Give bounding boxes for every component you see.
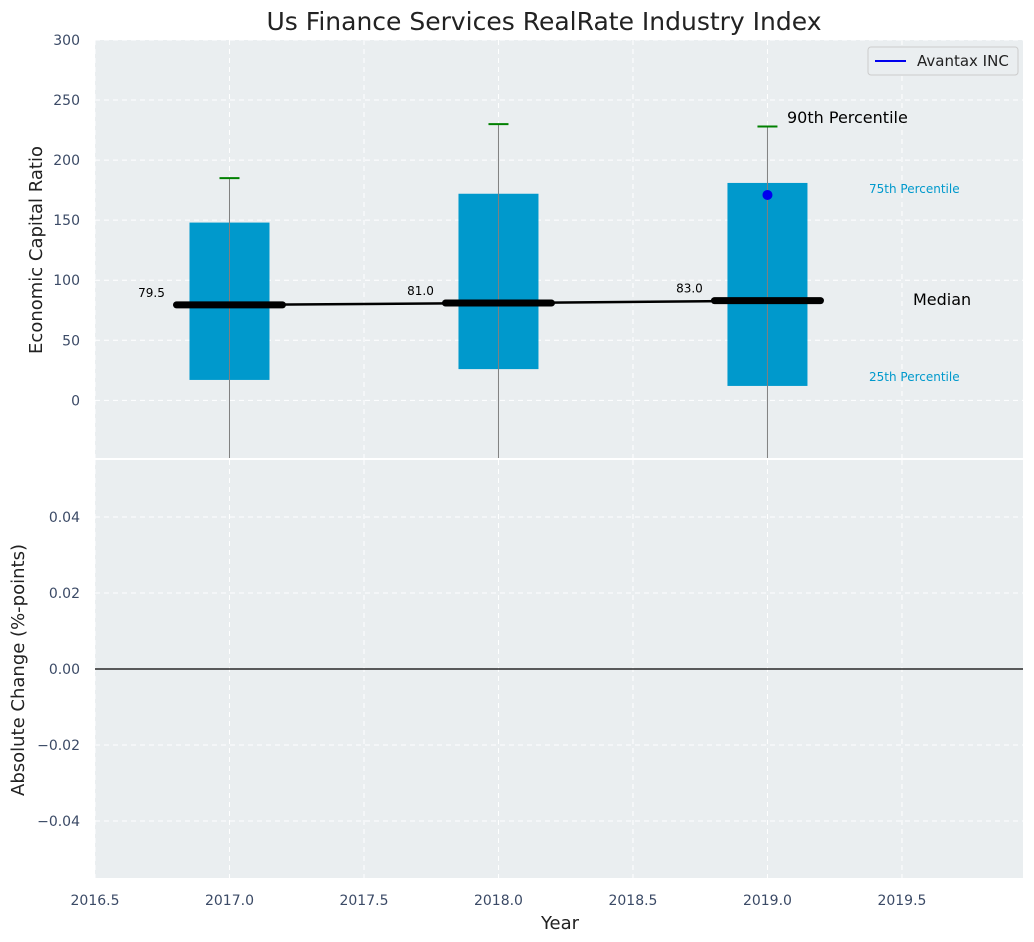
x-tick-label: 2017.0 xyxy=(205,893,254,909)
p90-annotation: 90th Percentile xyxy=(787,108,908,127)
bottom-y-tick-label: −0.02 xyxy=(37,738,80,754)
legend-box xyxy=(867,46,1019,76)
top-y-tick-label: 250 xyxy=(53,93,80,109)
top-y-tick-labels: 0 50 100 150 200 250 300 xyxy=(53,33,80,409)
median-annotation: Median xyxy=(913,290,971,309)
p25-annotation: 25th Percentile xyxy=(869,370,960,384)
bottom-y-axis-label: Absolute Change (%-points) xyxy=(8,544,29,796)
p75-annotation: 75th Percentile xyxy=(869,182,960,196)
legend-entry-company: Avantax INC xyxy=(917,52,1009,70)
x-tick-labels: 2016.5 2017.0 2017.5 2018.0 2018.5 2019.0 2019… xyxy=(71,893,927,909)
top-y-tick-label: 300 xyxy=(53,33,80,49)
top-y-tick-label: 150 xyxy=(53,213,80,229)
bottom-y-tick-label: 0.04 xyxy=(49,510,80,526)
median-value-label: 79.5 xyxy=(138,286,165,300)
company-point xyxy=(762,189,773,200)
box-series: 79.5 81.0 83.0 xyxy=(138,123,824,458)
x-tick-label: 2016.5 xyxy=(71,893,120,909)
top-y-tick-label: 0 xyxy=(71,393,80,409)
x-tick-label: 2017.5 xyxy=(339,893,388,909)
top-y-tick-label: 50 xyxy=(62,333,80,349)
legend: Avantax INC xyxy=(867,46,1019,76)
bottom-y-tick-label: 0.00 xyxy=(49,662,80,678)
median-value-label: 83.0 xyxy=(676,282,703,296)
bottom-y-tick-label: 0.02 xyxy=(49,586,80,602)
x-axis-label: Year xyxy=(540,913,580,934)
median-value-label: 81.0 xyxy=(407,284,434,298)
bottom-y-tick-labels: −0.04 −0.02 0.00 0.02 0.04 xyxy=(37,510,80,830)
x-tick-label: 2018.0 xyxy=(474,893,523,909)
top-y-tick-label: 200 xyxy=(53,153,80,169)
x-tick-label: 2019.5 xyxy=(877,893,926,909)
top-y-axis-label: Economic Capital Ratio xyxy=(26,146,47,354)
bottom-y-tick-label: −0.04 xyxy=(37,814,80,830)
x-tick-label: 2019.0 xyxy=(743,893,792,909)
top-y-tick-label: 100 xyxy=(53,273,80,289)
chart-title: Us Finance Services RealRate Industry In… xyxy=(267,7,822,36)
x-tick-label: 2018.5 xyxy=(608,893,657,909)
